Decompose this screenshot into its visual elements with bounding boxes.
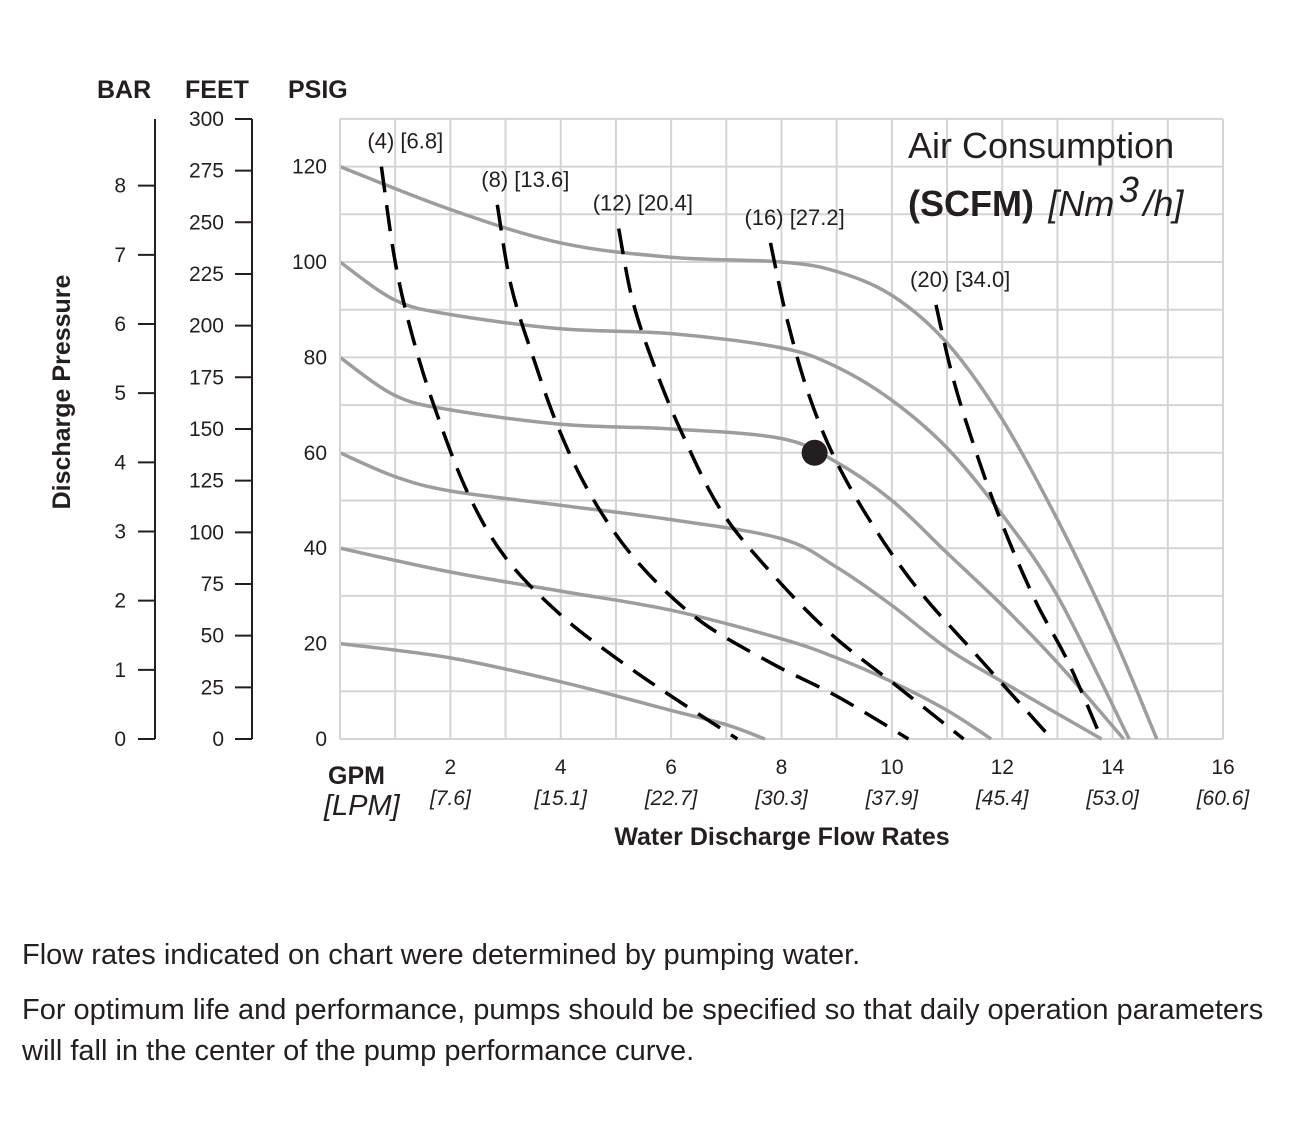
feet-tick-label: 225	[189, 263, 224, 286]
gpm-tick-label: 14	[1101, 756, 1125, 779]
feet-tick-label: 200	[189, 315, 224, 338]
bar-tick-label: 8	[114, 175, 126, 198]
psig-tick-label: 40	[304, 537, 327, 560]
lpm-tick-label: [22.7]	[644, 787, 699, 810]
feet-tick-label: 300	[189, 108, 224, 131]
y-axis-title: Discharge Pressure	[48, 274, 76, 509]
psig-axis-header: PSIG	[288, 76, 348, 104]
bar-tick-label: 1	[114, 659, 126, 682]
feet-tick-label: 125	[189, 470, 224, 493]
air-consumption-curves	[379, 166, 1104, 741]
pressure-curve	[339, 641, 766, 741]
air-consumption-curve	[768, 242, 1054, 741]
bar-tick-label: 3	[114, 521, 126, 544]
air-curve-label: (12) [20.4]	[593, 191, 693, 216]
psig-tick-label: 0	[315, 728, 327, 751]
air-curve-label: (4) [6.8]	[367, 129, 443, 154]
lpm-tick-label: [37.9]	[865, 787, 920, 810]
air-consumption-curve	[934, 304, 1104, 740]
note-water: Flow rates indicated on chart were deter…	[22, 939, 861, 971]
feet-tick-label: 250	[189, 211, 224, 234]
lpm-tick-label: [53.0]	[1085, 787, 1140, 810]
legend-unit-h: /h]	[1140, 183, 1184, 224]
gpm-tick-label: 8	[776, 756, 788, 779]
pressure-curve	[339, 546, 993, 741]
x-axis-title: Water Discharge Flow Rates	[614, 823, 949, 851]
pressure-curve	[338, 260, 1131, 740]
psig-tick-label: 60	[304, 442, 327, 465]
air-consumption-curve	[495, 204, 910, 741]
lpm-unit-label: [LPM]	[323, 790, 401, 822]
feet-tick-label: 75	[201, 573, 224, 596]
pressure-curves	[338, 164, 1159, 741]
gpm-tick-label: 12	[991, 756, 1014, 779]
feet-tick-label: 275	[189, 160, 224, 183]
lpm-tick-label: [7.6]	[429, 787, 472, 810]
gpm-tick-label: 4	[555, 756, 567, 779]
pressure-curve	[338, 355, 1126, 741]
psig-tick-label: 100	[292, 251, 327, 274]
feet-tick-label: 25	[201, 676, 224, 699]
gpm-tick-label: 2	[445, 756, 457, 779]
pressure-curve	[339, 451, 1103, 741]
chart-notes: Flow rates indicated on chart were deter…	[22, 935, 1282, 1086]
psig-tick-label: 20	[304, 633, 327, 656]
feet-tick-label: 150	[189, 418, 224, 441]
air-curve-label: (8) [13.6]	[481, 167, 569, 192]
bar-tick-label: 6	[114, 313, 126, 336]
gpm-unit-label: GPM	[328, 762, 385, 790]
axes: 0204060801001200255075100125150175200225…	[114, 108, 1250, 810]
psig-tick-label: 120	[292, 156, 327, 179]
lpm-tick-label: [60.6]	[1196, 787, 1251, 810]
air-curve-label: (20) [34.0]	[910, 267, 1010, 292]
air-curve-label: (16) [27.2]	[744, 205, 844, 230]
pressure-curve	[339, 164, 1159, 740]
bar-tick-label: 5	[114, 382, 126, 405]
bar-tick-label: 7	[114, 244, 126, 267]
gpm-tick-label: 10	[880, 756, 903, 779]
legend-unit: (SCFM) [Nm 3 /h]	[908, 169, 1184, 224]
chart-grid	[339, 117, 1224, 740]
legend-title: Air Consumption	[908, 125, 1174, 166]
bar-tick-label: 4	[114, 451, 126, 474]
lpm-tick-label: [30.3]	[754, 787, 809, 810]
feet-tick-label: 50	[201, 625, 224, 648]
operating-point-marker	[801, 439, 828, 466]
pump-performance-chart: 0204060801001200255075100125150175200225…	[48, 76, 1250, 851]
bar-axis-header: BAR	[97, 76, 151, 104]
note-optimum: For optimum life and performance, pumps …	[22, 994, 1264, 1067]
operating-point	[801, 439, 828, 466]
bar-tick-label: 0	[114, 728, 126, 751]
legend-unit-nm: [Nm	[1047, 183, 1114, 224]
curve-labels: (4) [6.8] (8) [13.6] (12) [20.4] (16) [27.2…	[367, 129, 1010, 292]
lpm-tick-label: [45.4]	[975, 787, 1030, 810]
air-consumption-curve	[379, 166, 739, 741]
psig-tick-label: 80	[304, 346, 327, 369]
air-consumption-curve	[616, 228, 965, 741]
feet-axis-header: FEET	[185, 76, 249, 104]
bar-tick-label: 2	[114, 590, 126, 613]
gpm-tick-label: 16	[1211, 756, 1234, 779]
feet-tick-label: 0	[212, 728, 224, 751]
gpm-tick-label: 6	[665, 756, 677, 779]
legend-unit-sup: 3	[1119, 169, 1139, 210]
feet-tick-label: 100	[189, 521, 224, 544]
lpm-tick-label: [15.1]	[533, 787, 588, 810]
feet-tick-label: 175	[189, 366, 224, 389]
legend-unit-scfm: (SCFM)	[908, 183, 1034, 224]
